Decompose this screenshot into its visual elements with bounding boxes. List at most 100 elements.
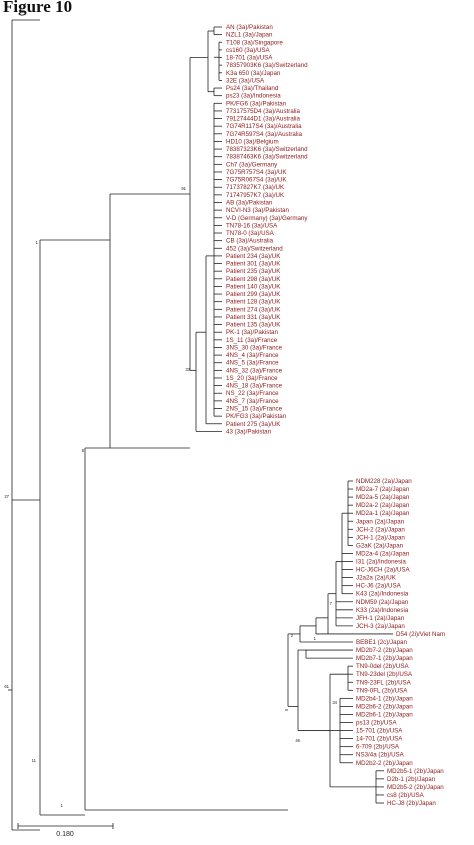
bootstrap-value: 7: [330, 601, 333, 606]
leaf-label: 15-701 (2b)/USA: [356, 728, 403, 735]
leaf-label: TN9-0del (2b)/USA: [356, 663, 409, 670]
leaf-label: TN78-0 (3a)/USA: [226, 230, 275, 237]
bootstrap-value: 1: [61, 803, 64, 808]
leaf-label: 1S_20 (3a)/France: [226, 375, 278, 382]
leaf-label: I31 (2a)/Indonesia: [356, 559, 406, 566]
leaf-label: JCH-1 (2a)/Japan: [356, 534, 405, 541]
leaf-label: 79127444D1 (3a)/Australia: [226, 116, 301, 123]
leaf-label: Ch7 (3a)/Germany: [226, 161, 278, 168]
leaf-label: HD10 (3a)/Belgium: [226, 138, 279, 145]
leaf-label: 32E (3a)/USA: [226, 77, 265, 84]
leaf-label: NZL1 (3a)/Japan: [226, 32, 273, 39]
leaf-label: 6-709 (2b)/USA: [356, 744, 400, 751]
leaf-label: Patient 275 (3a)/UK: [226, 421, 281, 428]
leaf-label: MD2b7-1 (2b)/Japan: [356, 655, 413, 662]
leaf-label: 7G75R067S4 (3a)/UK: [226, 177, 287, 184]
leaf-label: 78387463K6 (3a)/Switzerland: [226, 154, 308, 161]
bootstrap-value: 8: [82, 448, 85, 453]
leaf-label: V-D (Germany) (3a)/Germany: [226, 215, 308, 222]
leaf-label: MD2a-1 (2a)/Japan: [356, 510, 410, 517]
leaf-label: 4NS_18 (3a)/France: [226, 383, 283, 390]
leaf-label: Ps24 (3a)/Thailand: [226, 85, 279, 92]
bootstrap-value: 46: [295, 738, 300, 743]
leaf-label: CB (3a)/Australia: [226, 238, 274, 245]
leaf-label: NDM59 (2a)/Japan: [356, 599, 409, 606]
leaf-label: MD2b6-1 (2b)/Japan: [356, 711, 413, 718]
leaf-label: Patient 235 (3a)/UK: [226, 268, 281, 275]
leaf-label: TN9-0FL (2b)/USA: [356, 687, 408, 694]
leaf-label: 4NS_32 (3a)/France: [226, 367, 283, 374]
leaf-label: 7G75R757S4 (3a)/UK: [226, 169, 287, 176]
bootstrap-value: 61: [4, 684, 9, 689]
leaf-label: NS3/4a (2b)/USA: [356, 752, 405, 759]
leaf-label: MD2b5-2 (2b)/Japan: [387, 784, 444, 791]
leaf-label: MD2b2-2 (2b)/Japan: [356, 760, 413, 767]
bootstrap-value: 27: [4, 494, 9, 499]
leaf-label: 2NS_15 (3a)/France: [226, 406, 283, 413]
leaf-label: MD2b5-1 (2b)/Japan: [387, 768, 444, 775]
leaf-label: 78387323K6 (3a)/Switzerland: [226, 146, 308, 153]
leaf-label: ps23 (3a)/Indonesia: [226, 93, 281, 100]
leaf-label: 452 (3a)/Switzerland: [226, 245, 283, 252]
leaf-label: 14-701 (2b)/USA: [356, 736, 403, 743]
leaf-label: K33 (2a)/Indonesia: [356, 607, 409, 614]
leaf-label: MD2a-4 (2a)/Japan: [356, 550, 410, 557]
leaf-label: Patient 298 (3a)/UK: [226, 276, 281, 283]
leaf-label: ps13 (2b)/USA: [356, 720, 397, 727]
leaf-label: TN9-23FL (2b)/USA: [356, 679, 412, 686]
bootstrap-value: 2: [291, 633, 294, 638]
leaf-label: JCH-2 (2a)/Japan: [356, 526, 405, 533]
leaf-label: JCH-3 (2a)/Japan: [356, 623, 405, 630]
leaf-label: 71747957K7 (3a)/UK: [226, 192, 285, 199]
leaf-label: NCVI-N3 (3a)/Pakistan: [226, 207, 289, 214]
leaf-label: PK/FG6 (3a)/Pakistan: [226, 100, 287, 107]
bootstrap-value: 1: [314, 636, 317, 641]
leaf-label: T108 (3a)/Singapore: [226, 39, 283, 46]
bootstrap-value: 11: [32, 758, 37, 763]
leaf-label: 7G74R117S4 (3a)/Australia: [226, 123, 302, 130]
leaf-label: K3a 650 (3a)/Japan: [226, 70, 281, 77]
leaf-label: Patient 140 (3a)/UK: [226, 283, 281, 290]
leaf-label: 3NS_30 (3a)/France: [226, 344, 283, 351]
leaf-label: 71737827K7 (3a)/UK: [226, 184, 285, 191]
leaf-label: D54 (2i)/Viet Nam: [396, 631, 445, 638]
leaf-label: D2b-1 (2b)/Japan: [387, 776, 436, 783]
leaf-label: BEBE1 (2c)/Japan: [356, 639, 407, 646]
leaf-label: Patient 274 (3a)/UK: [226, 306, 281, 313]
leaf-label: Patient 299 (3a)/UK: [226, 291, 281, 298]
leaf-label: MD2b4-1 (2b)/Japan: [356, 695, 413, 702]
leaf-label: Patient 135 (3a)/UK: [226, 322, 281, 329]
bootstrap-value: 33: [185, 367, 190, 372]
leaf-label: 18-701 (3a)/USA: [226, 55, 273, 62]
leaf-label: PK/FG3 (3a)/Pakistan: [226, 413, 287, 420]
bootstrap-value: 91: [181, 186, 186, 191]
leaf-label: HC-J8 (2b)/Japan: [387, 800, 436, 807]
leaf-label: Japan (2a)/Japan: [356, 518, 405, 525]
leaf-label: Patient 331 (3a)/UK: [226, 314, 281, 321]
bootstrap-value: 34: [332, 700, 337, 705]
leaf-label: MD2b7-2 (2b)/Japan: [356, 647, 413, 654]
leaf-label: AN (3a)/Pakistan: [226, 24, 273, 31]
leaf-label: Patient 128 (3a)/UK: [226, 299, 281, 306]
leaf-label: K43 (2a)/Indonesia: [356, 591, 409, 598]
leaf-label: MD2a-7 (2a)/Japan: [356, 486, 410, 493]
leaf-label: HC-J6 (2a)/USA: [356, 583, 402, 590]
leaf-label: TN9-23del (2b)/USA: [356, 671, 413, 678]
leaf-label: 7G74R597S4 (3a)/Australia: [226, 131, 303, 138]
leaf-label: JFH-1 (2a)/Japan: [356, 615, 405, 622]
figure-title: Figure 10: [3, 0, 73, 16]
leaf-label: Patient 234 (3a)/UK: [226, 253, 281, 260]
leaf-label: MD2a-2 (2a)/Japan: [356, 502, 410, 509]
leaf-label: 4NS_4 (3a)/France: [226, 352, 279, 359]
leaf-label: G2aK (2a)/Japan: [356, 542, 404, 549]
leaf-label: MD2b6-2 (2b)/Japan: [356, 703, 413, 710]
bootstrap-value: 1: [36, 240, 39, 245]
leaf-label: HC-J6CH (2a)/USA: [356, 567, 411, 574]
leaf-label: cs8 (2b)/USA: [387, 792, 425, 799]
leaf-label: 78357903K6 (3a)/Switzerland: [226, 62, 308, 69]
leaf-label: MD2a-5 (2a)/Japan: [356, 494, 410, 501]
leaf-label: cs160 (3a)/USA: [226, 47, 271, 54]
leaf-label: 4NS_5 (3a)/France: [226, 360, 279, 367]
